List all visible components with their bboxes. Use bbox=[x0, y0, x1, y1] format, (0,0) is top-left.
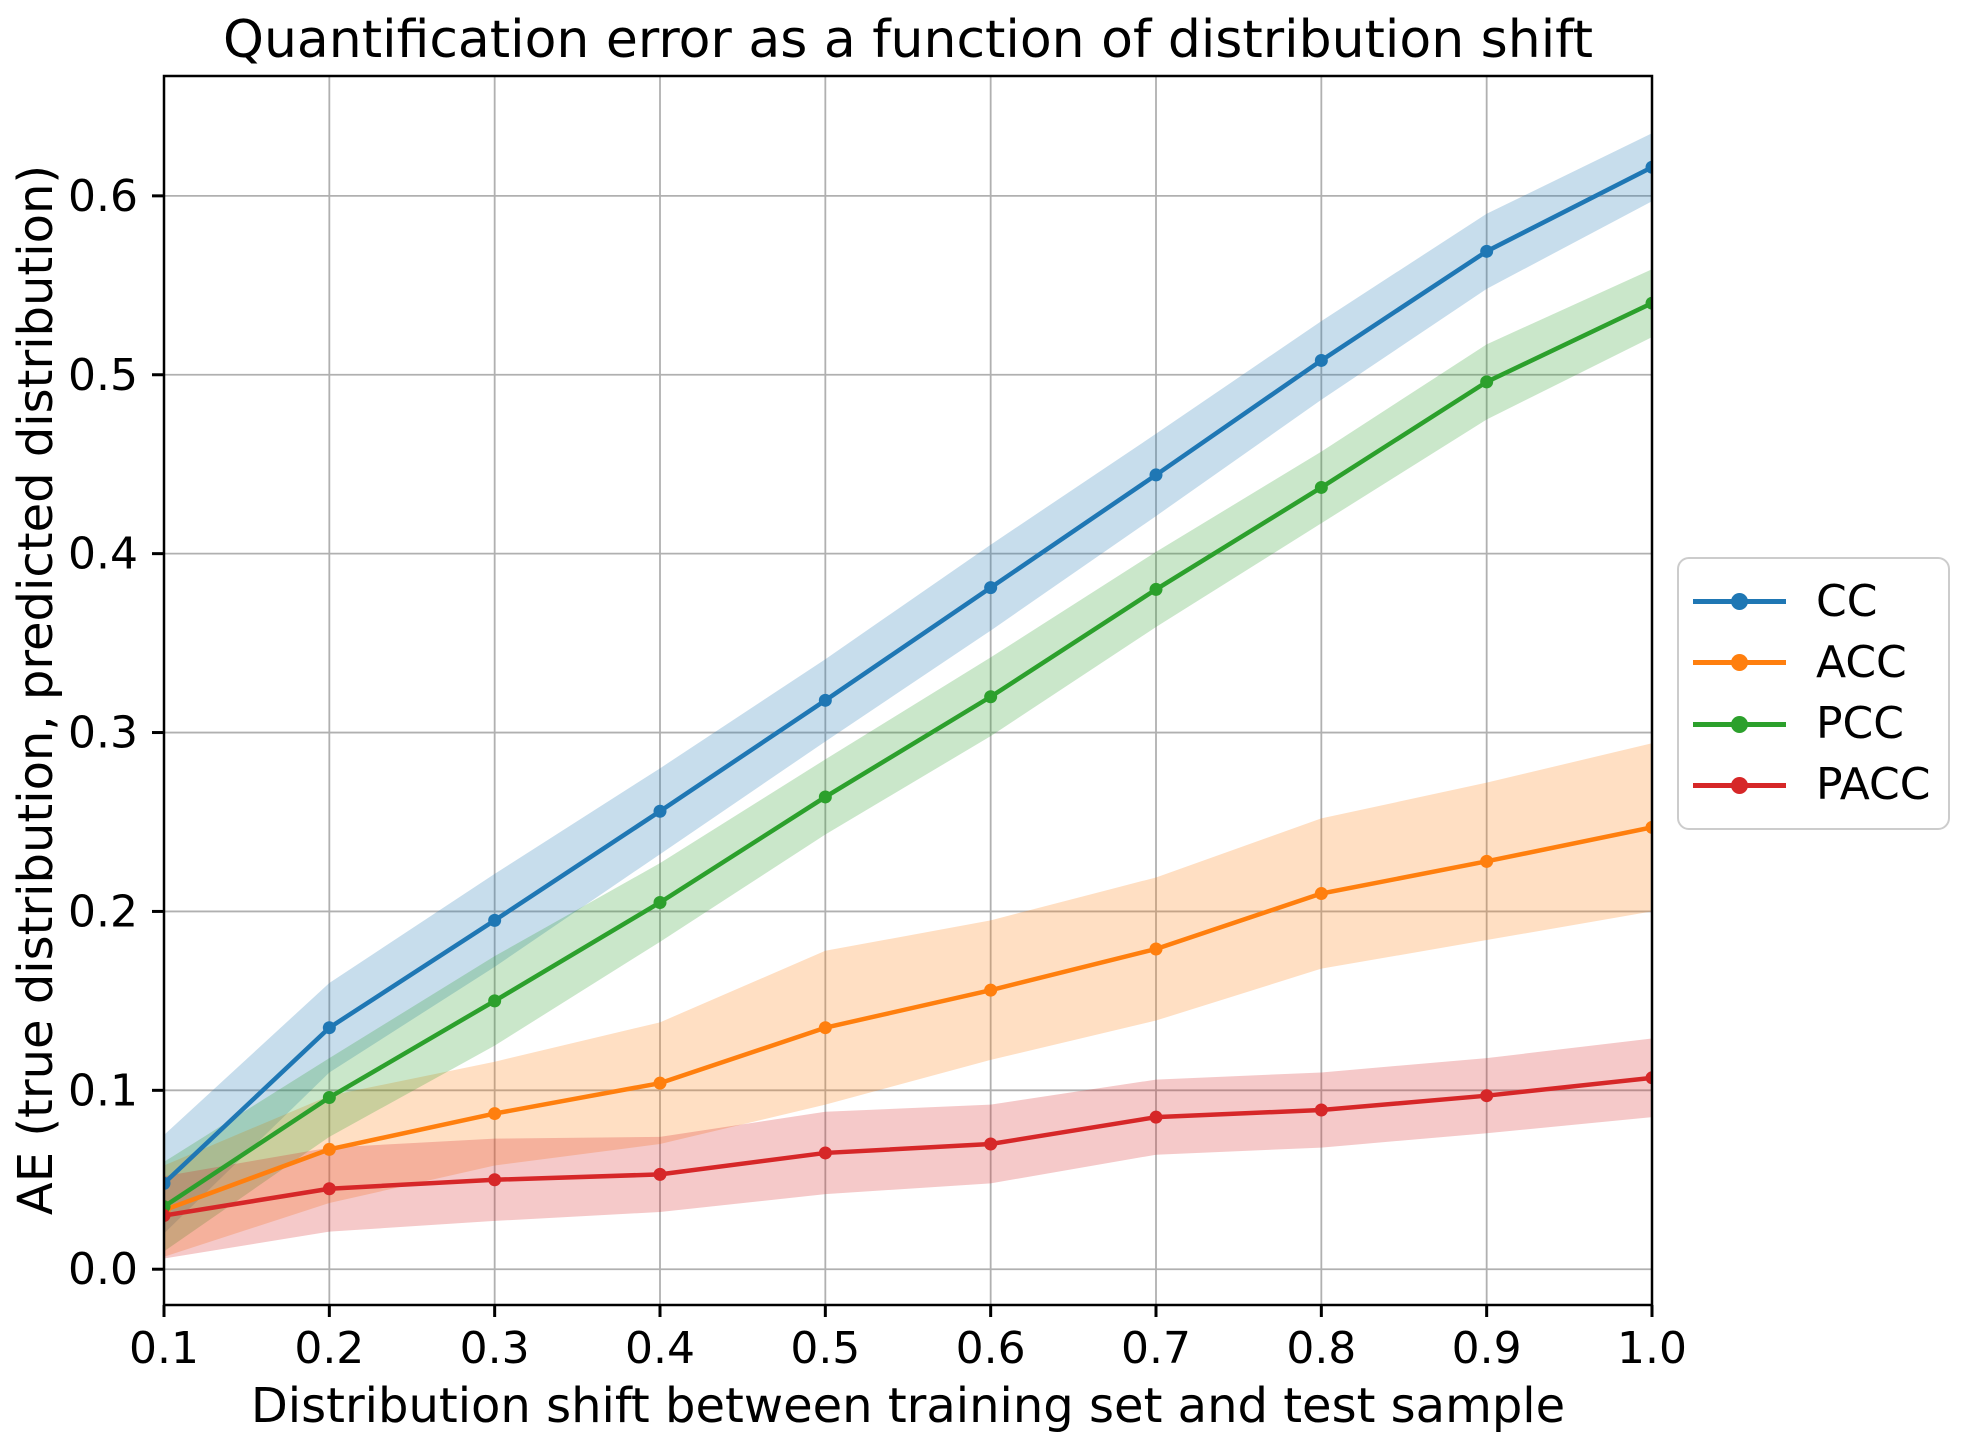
marker-pacc bbox=[322, 1182, 336, 1196]
marker-pacc bbox=[488, 1173, 502, 1187]
line-cc bbox=[164, 164, 1652, 1186]
y-tick-label: 0.0 bbox=[68, 1244, 138, 1295]
series-cc bbox=[164, 160, 1652, 1190]
legend-marker-dot bbox=[1731, 776, 1748, 794]
legend-item-pcc: PCC bbox=[1693, 702, 1934, 746]
marker-pcc bbox=[984, 690, 998, 704]
y-tick-label: 0.4 bbox=[68, 529, 138, 580]
x-tick-label: 0.5 bbox=[790, 1323, 860, 1374]
line-pcc bbox=[164, 300, 1652, 1209]
x-tick-label: 0.1 bbox=[129, 1323, 199, 1374]
x-tick-label: 0.2 bbox=[294, 1323, 364, 1374]
marker-cc bbox=[1480, 244, 1494, 258]
marker-acc bbox=[984, 983, 998, 997]
tick-marks bbox=[152, 194, 1654, 1317]
legend-marker-dot bbox=[1731, 715, 1748, 733]
legend-label: ACC bbox=[1816, 636, 1907, 688]
x-tick-label: 0.6 bbox=[956, 1323, 1026, 1374]
x-tick-label: 0.3 bbox=[460, 1323, 530, 1374]
legend-marker-dot bbox=[1731, 654, 1748, 672]
legend-label: PCC bbox=[1816, 698, 1904, 750]
legend-line-sample bbox=[1693, 776, 1786, 794]
marker-acc bbox=[653, 1076, 667, 1090]
x-tick-label: 0.8 bbox=[1286, 1323, 1356, 1374]
marker-pacc bbox=[653, 1167, 667, 1181]
marker-pacc bbox=[1149, 1110, 1163, 1124]
marker-pcc bbox=[653, 895, 667, 909]
marker-pacc bbox=[984, 1137, 998, 1151]
marker-cc bbox=[164, 1176, 171, 1190]
marker-cc bbox=[984, 581, 998, 595]
legend-item-cc: CC bbox=[1693, 575, 1934, 627]
x-tick-label: 0.9 bbox=[1452, 1323, 1522, 1374]
marker-acc bbox=[1645, 820, 1652, 834]
marker-pacc bbox=[818, 1146, 832, 1160]
series-acc bbox=[164, 820, 1652, 1217]
series-pcc bbox=[164, 296, 1652, 1214]
marker-pacc bbox=[1480, 1089, 1494, 1103]
x-tick-label: 1.0 bbox=[1617, 1323, 1687, 1374]
marker-pcc bbox=[1645, 296, 1652, 310]
y-tick-label: 0.6 bbox=[68, 171, 138, 222]
marker-acc bbox=[488, 1107, 502, 1121]
y-tick-label: 0.3 bbox=[68, 708, 138, 759]
legend-line-sample bbox=[1693, 715, 1786, 733]
marker-pcc bbox=[1480, 375, 1494, 389]
marker-pcc bbox=[322, 1090, 336, 1104]
marker-cc bbox=[488, 913, 502, 927]
axes-spines bbox=[162, 74, 1654, 1307]
marker-cc bbox=[1149, 468, 1163, 482]
legend-item-acc: ACC bbox=[1693, 636, 1934, 688]
line-acc bbox=[164, 825, 1652, 1213]
marker-acc bbox=[1480, 854, 1494, 868]
y-tick-label: 0.5 bbox=[68, 350, 138, 401]
y-tick-label: 0.2 bbox=[68, 886, 138, 937]
marker-cc bbox=[653, 804, 667, 818]
marker-pcc bbox=[1149, 582, 1163, 596]
chart-title: Quantification error as a function of di… bbox=[223, 10, 1593, 70]
marker-cc bbox=[322, 1021, 336, 1035]
x-tick-label: 0.7 bbox=[1121, 1323, 1191, 1374]
marker-pacc bbox=[164, 1209, 171, 1223]
marker-pcc bbox=[818, 790, 832, 804]
marker-acc bbox=[818, 1021, 832, 1035]
marker-cc bbox=[1645, 160, 1652, 174]
legend-line-sample bbox=[1693, 593, 1786, 611]
marker-pacc bbox=[1645, 1071, 1652, 1085]
marker-acc bbox=[1314, 887, 1328, 901]
marker-acc bbox=[322, 1142, 336, 1156]
marker-acc bbox=[1149, 942, 1163, 956]
series-pacc bbox=[164, 1071, 1652, 1223]
legend-marker-dot bbox=[1731, 593, 1748, 611]
marker-pcc bbox=[1314, 480, 1328, 494]
band-cc bbox=[164, 133, 1652, 1234]
x-axis-label: Distribution shift between training set … bbox=[250, 1378, 1566, 1434]
marker-cc bbox=[818, 693, 832, 707]
line-pacc bbox=[164, 1075, 1652, 1218]
series-lines bbox=[164, 160, 1652, 1223]
marker-cc bbox=[1314, 353, 1328, 367]
x-tick-label: 0.4 bbox=[625, 1323, 695, 1374]
legend-item-pacc: PACC bbox=[1693, 763, 1934, 807]
marker-pcc bbox=[488, 994, 502, 1008]
band-acc bbox=[164, 743, 1652, 1257]
legend-label: PACC bbox=[1816, 759, 1931, 811]
legend-label: CC bbox=[1816, 575, 1878, 627]
marker-pacc bbox=[1314, 1103, 1328, 1117]
tick-labels: 0.1 0.2 0.3 0.4 0.5 0.6 0.7 0.8 0.9 1.0 0.0 0.1 0.2 0… bbox=[68, 171, 1687, 1374]
legend-box: CC ACC PCC PACC bbox=[1677, 557, 1950, 830]
y-tick-label: 0.1 bbox=[68, 1065, 138, 1116]
legend-line-sample bbox=[1693, 654, 1786, 672]
